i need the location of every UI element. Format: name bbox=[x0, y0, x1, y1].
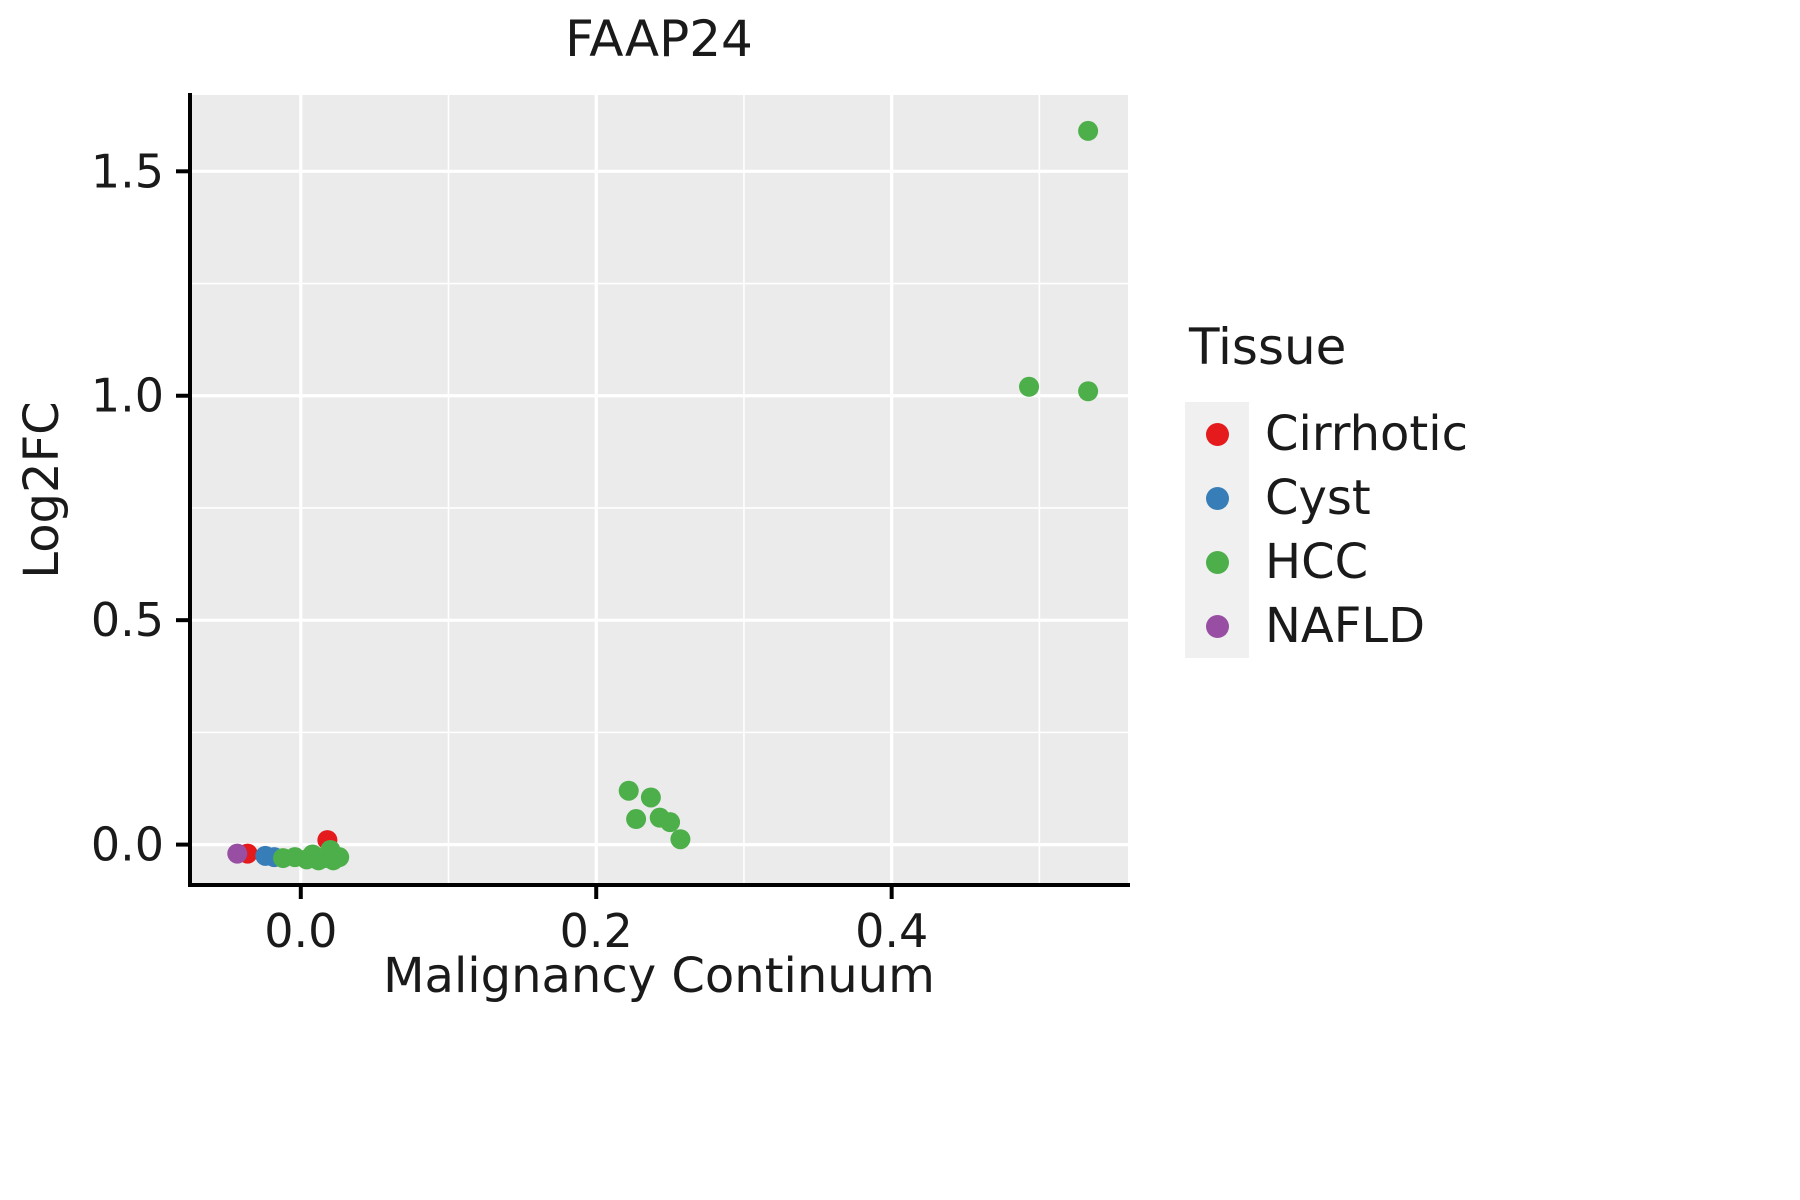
y-tick-label: 0.0 bbox=[91, 818, 164, 872]
legend-key-nafld bbox=[1185, 594, 1249, 658]
legend: Tissue Cirrhotic Cyst HCC NAFLD bbox=[1185, 318, 1468, 658]
data-point-hcc bbox=[1019, 376, 1040, 397]
x-axis-label: Malignancy Continuum bbox=[383, 948, 935, 1004]
data-point-hcc bbox=[626, 809, 647, 830]
legend-label-nafld: NAFLD bbox=[1265, 598, 1426, 654]
legend-marker-cirrhotic-icon bbox=[1205, 422, 1229, 446]
x-tick-label: 0.2 bbox=[560, 904, 633, 958]
y-tick-label: 1.0 bbox=[91, 369, 164, 423]
legend-marker-cyst-icon bbox=[1205, 486, 1229, 510]
data-point-hcc bbox=[329, 847, 350, 868]
legend-key-hcc bbox=[1185, 530, 1249, 594]
legend-key-cirrhotic bbox=[1185, 402, 1249, 466]
legend-title: Tissue bbox=[1189, 318, 1347, 376]
y-tick-label: 0.5 bbox=[91, 593, 164, 647]
data-point-hcc bbox=[660, 812, 681, 833]
legend-item-cirrhotic: Cirrhotic bbox=[1185, 402, 1468, 466]
data-point-nafld bbox=[227, 843, 248, 864]
y-tick-label: 1.5 bbox=[91, 144, 164, 198]
legend-item-hcc: HCC bbox=[1185, 530, 1468, 594]
legend-label-cyst: Cyst bbox=[1265, 470, 1371, 526]
legend-marker-hcc-icon bbox=[1205, 550, 1229, 574]
legend-item-nafld: NAFLD bbox=[1185, 594, 1468, 658]
legend-label-cirrhotic: Cirrhotic bbox=[1265, 406, 1468, 462]
data-point-hcc bbox=[670, 829, 691, 850]
legend-label-hcc: HCC bbox=[1265, 534, 1369, 590]
plot-panel bbox=[190, 95, 1128, 885]
data-point-hcc bbox=[618, 780, 639, 801]
chart-title: FAAP24 bbox=[565, 10, 753, 68]
legend-key-cyst bbox=[1185, 466, 1249, 530]
data-point-hcc bbox=[1078, 120, 1099, 141]
y-axis-label: Log2FC bbox=[14, 401, 70, 579]
legend-item-cyst: Cyst bbox=[1185, 466, 1468, 530]
x-tick-label: 0.4 bbox=[855, 904, 928, 958]
x-tick-label: 0.0 bbox=[264, 904, 337, 958]
legend-marker-nafld-icon bbox=[1205, 614, 1229, 638]
data-point-hcc bbox=[640, 787, 661, 808]
data-point-hcc bbox=[1078, 381, 1099, 402]
